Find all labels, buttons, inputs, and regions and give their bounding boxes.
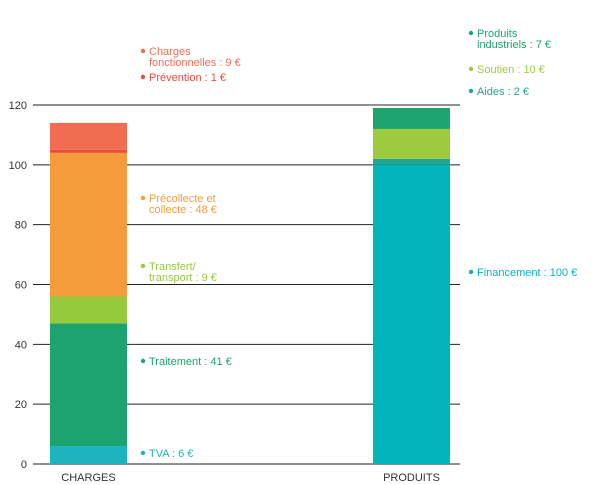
segment-label: Charges — [149, 46, 191, 58]
segment-label: TVA : 6 € — [149, 448, 193, 460]
segment-label: Traitement : 41 € — [149, 356, 232, 368]
bar-segment — [373, 107, 450, 129]
segment-label: Aides : 2 € — [477, 86, 529, 98]
label-bullet — [140, 48, 146, 54]
label-bullet — [140, 358, 146, 364]
bar-segment — [373, 128, 450, 159]
category-label: PRODUITS — [383, 472, 440, 484]
segment-label: Soutien : 10 € — [477, 64, 545, 76]
segment-label: Financement : 100 € — [477, 267, 577, 279]
category-label: CHARGES — [61, 472, 115, 484]
bar-segment — [50, 446, 127, 464]
segment-label: transport : 9 € — [149, 272, 217, 284]
label-bullet — [140, 263, 146, 269]
label-bullet — [468, 30, 474, 36]
segment-label: Précollecte et — [149, 193, 216, 205]
bar-segment — [373, 164, 450, 464]
bar-segment — [50, 152, 127, 297]
y-tick-label: 0 — [21, 459, 27, 471]
bar-segment — [373, 158, 450, 165]
bar-segment — [50, 323, 127, 447]
label-bullet — [140, 74, 146, 80]
bar-segment — [50, 122, 127, 150]
y-tick-label: 80 — [15, 220, 27, 232]
label-bullet — [468, 269, 474, 275]
label-bullet — [468, 66, 474, 72]
segment-label: Prévention : 1 € — [149, 72, 226, 84]
label-bullet — [140, 450, 146, 456]
segment-label: Transfert/ — [149, 261, 197, 273]
y-tick-label: 40 — [15, 339, 27, 351]
segment-label: Produits — [477, 28, 518, 40]
label-bullet — [468, 88, 474, 94]
y-tick-label: 120 — [9, 100, 27, 112]
segment-label: fonctionnelles : 9 € — [149, 57, 241, 69]
y-tick-label: 100 — [9, 160, 27, 172]
bar-segment — [50, 296, 127, 324]
segment-label: industriels : 7 € — [477, 39, 551, 51]
segment-label: collecte : 48 € — [149, 204, 217, 216]
y-tick-label: 20 — [15, 399, 27, 411]
bar-segment — [50, 149, 127, 153]
label-bullet — [140, 195, 146, 201]
y-tick-label: 60 — [15, 279, 27, 291]
